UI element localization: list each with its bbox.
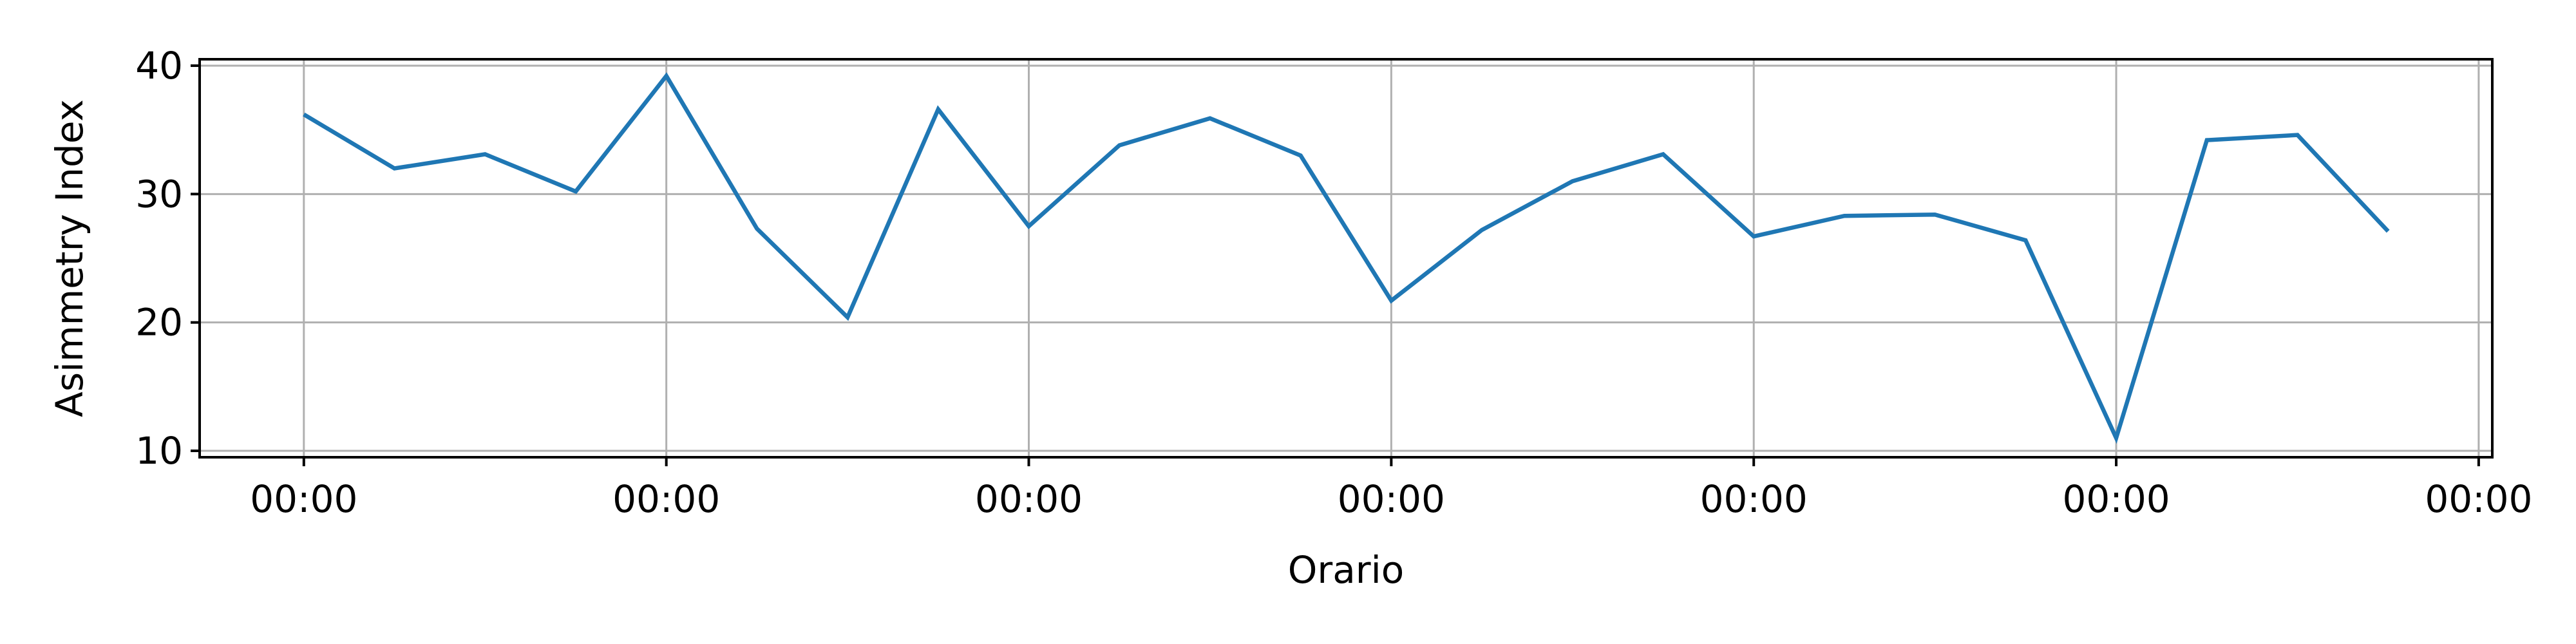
grid [200, 59, 2492, 457]
x-tick-label: 00:00 [612, 477, 720, 521]
y-tick-label: 20 [135, 301, 183, 345]
x-axis-title: Orario [1288, 548, 1405, 592]
y-axis-title: Asimmetry Index [48, 99, 91, 417]
y-tick-label: 30 [135, 172, 183, 216]
series-line-0 [303, 72, 2390, 444]
x-tick-label: 00:00 [2425, 477, 2532, 521]
series-layer [303, 72, 2390, 444]
y-tick-label: 10 [135, 429, 183, 473]
x-tick-label: 00:00 [250, 477, 357, 521]
x-tick-label: 00:00 [2062, 477, 2170, 521]
y-axis: 10 20 30 40 [135, 44, 200, 473]
x-tick-label: 00:00 [1338, 477, 1445, 521]
y-tick-label: 40 [135, 44, 183, 88]
x-tick-label: 00:00 [1700, 477, 1808, 521]
x-axis: 00:00 00:00 00:00 00:00 00:00 00:00 00:00 [250, 457, 2532, 521]
x-tick-label: 00:00 [975, 477, 1083, 521]
plot-frame [198, 58, 2494, 459]
